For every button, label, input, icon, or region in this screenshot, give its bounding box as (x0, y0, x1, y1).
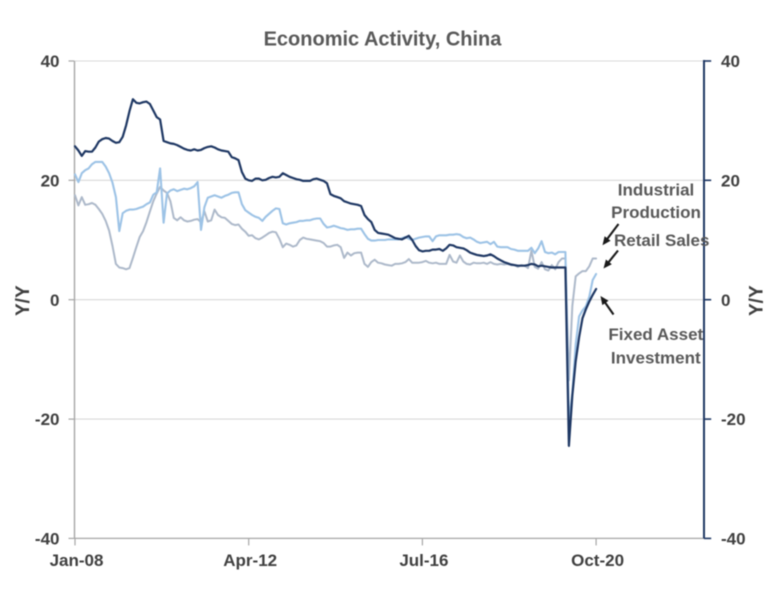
svg-text:Y/Y: Y/Y (747, 285, 768, 316)
svg-text:-20: -20 (35, 410, 60, 429)
svg-text:Economic Activity, China: Economic Activity, China (264, 29, 503, 51)
svg-text:0: 0 (721, 291, 730, 310)
svg-text:Retail Sales: Retail Sales (614, 231, 709, 250)
svg-text:Y/Y: Y/Y (13, 285, 34, 316)
svg-text:-40: -40 (35, 530, 60, 549)
svg-text:-40: -40 (721, 530, 746, 549)
svg-text:-20: -20 (721, 410, 746, 429)
svg-text:Production: Production (611, 203, 701, 222)
svg-text:20: 20 (721, 171, 740, 190)
svg-text:Industrial: Industrial (618, 181, 695, 200)
svg-text:Investment: Investment (611, 349, 701, 368)
svg-text:Jul-16: Jul-16 (399, 551, 448, 570)
svg-text:40: 40 (41, 52, 60, 71)
svg-text:Jan-08: Jan-08 (50, 551, 104, 570)
svg-text:40: 40 (721, 52, 740, 71)
svg-text:Oct-20: Oct-20 (571, 551, 624, 570)
svg-text:20: 20 (41, 171, 60, 190)
svg-text:0: 0 (50, 291, 59, 310)
svg-text:Apr-12: Apr-12 (223, 551, 277, 570)
svg-text:Fixed Asset: Fixed Asset (608, 325, 703, 344)
